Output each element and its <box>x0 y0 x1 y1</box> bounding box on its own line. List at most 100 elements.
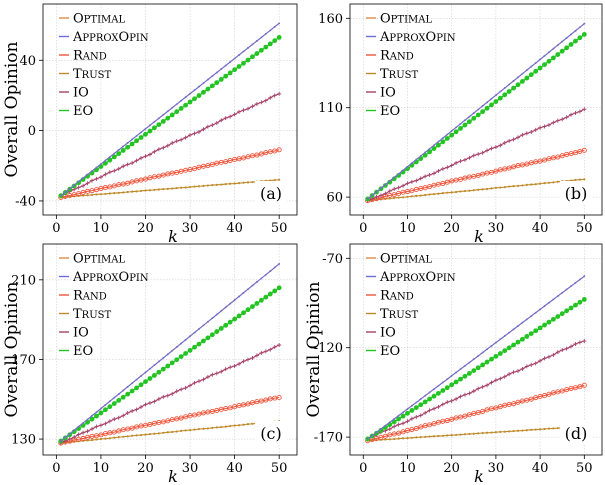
data-point <box>224 306 227 309</box>
legend-label-initial: R <box>380 289 391 304</box>
data-point <box>375 431 378 434</box>
data-point <box>215 426 218 429</box>
data-point <box>485 148 490 153</box>
legend-label-part: O <box>426 30 437 45</box>
data-point <box>224 182 227 186</box>
data-point <box>387 179 393 185</box>
data-point <box>436 390 441 396</box>
data-point <box>188 185 192 189</box>
data-point <box>209 161 215 167</box>
legend-label-rest: RUST <box>82 70 112 81</box>
data-point <box>525 69 528 72</box>
data-point <box>436 168 441 173</box>
x-tick-label: 10 <box>399 461 416 476</box>
data-point <box>374 194 379 199</box>
data-point <box>211 317 214 320</box>
x-axis-label: k <box>474 467 484 485</box>
data-point <box>178 354 184 360</box>
data-point <box>402 411 404 414</box>
data-point <box>86 439 89 442</box>
legend-label-initial: A <box>72 30 83 45</box>
data-point <box>511 370 516 375</box>
data-point <box>387 189 392 194</box>
data-point <box>468 432 471 436</box>
data-point <box>134 385 139 391</box>
data-point <box>80 177 86 182</box>
data-point <box>396 422 401 427</box>
data-point <box>267 291 273 297</box>
data-point <box>197 427 201 431</box>
data-point <box>111 401 117 406</box>
data-point <box>486 101 488 104</box>
data-point <box>156 397 161 402</box>
data-point <box>489 102 494 108</box>
data-point <box>227 405 233 411</box>
legend-label-part: O <box>426 270 437 285</box>
data-point <box>410 162 413 165</box>
data-point <box>107 184 113 190</box>
data-point <box>459 433 462 436</box>
data-point <box>441 381 444 384</box>
data-point <box>156 173 162 179</box>
data-point <box>180 186 183 189</box>
data-point <box>242 423 245 426</box>
data-point <box>550 316 556 322</box>
data-point <box>117 191 120 194</box>
legend-label: RAND <box>380 289 414 304</box>
data-point <box>143 402 148 407</box>
data-point <box>169 112 175 118</box>
data-point <box>512 79 515 82</box>
y-axis-label: Overall Opinion <box>2 41 22 177</box>
data-point <box>530 65 533 68</box>
legend-label: IO <box>73 86 89 101</box>
data-point <box>524 131 529 136</box>
data-point <box>382 433 388 439</box>
data-point <box>125 180 131 186</box>
data-point <box>276 285 282 291</box>
data-point <box>134 158 139 163</box>
data-point <box>165 115 171 121</box>
data-point <box>550 55 556 61</box>
data-point <box>169 360 175 366</box>
legend-label-initial: O <box>73 12 84 27</box>
data-point <box>431 393 437 399</box>
legend-label: RAND <box>380 49 414 64</box>
data-point <box>422 185 428 191</box>
data-point <box>201 338 206 344</box>
data-point <box>494 186 497 189</box>
data-point <box>508 185 511 188</box>
data-point <box>488 169 495 175</box>
data-point <box>76 191 82 197</box>
data-point <box>205 124 210 129</box>
data-point <box>81 183 86 188</box>
data-point <box>388 180 391 182</box>
data-point <box>122 435 125 438</box>
data-point <box>490 97 493 100</box>
series-line-trust <box>367 178 585 202</box>
legend-label: OPTIMAL <box>73 252 125 267</box>
data-point <box>135 378 138 381</box>
data-point <box>171 349 174 352</box>
data-point <box>445 400 450 405</box>
data-point <box>268 347 273 352</box>
data-point <box>455 433 458 437</box>
data-point <box>215 71 218 74</box>
data-point <box>418 413 423 418</box>
legend-label: APPROXOPIN <box>379 270 456 285</box>
data-point <box>375 190 378 193</box>
data-point <box>156 369 162 375</box>
x-tick-label: 20 <box>443 221 460 236</box>
data-point <box>232 316 238 322</box>
data-point <box>73 429 76 432</box>
data-point <box>428 147 431 150</box>
series-line-approxopin <box>60 263 280 442</box>
data-point <box>525 429 528 432</box>
data-point <box>401 183 406 188</box>
data-point <box>260 277 263 280</box>
data-point <box>512 328 515 331</box>
data-point <box>205 163 211 169</box>
data-point <box>237 424 241 427</box>
data-point <box>494 341 497 344</box>
data-point <box>236 313 242 319</box>
